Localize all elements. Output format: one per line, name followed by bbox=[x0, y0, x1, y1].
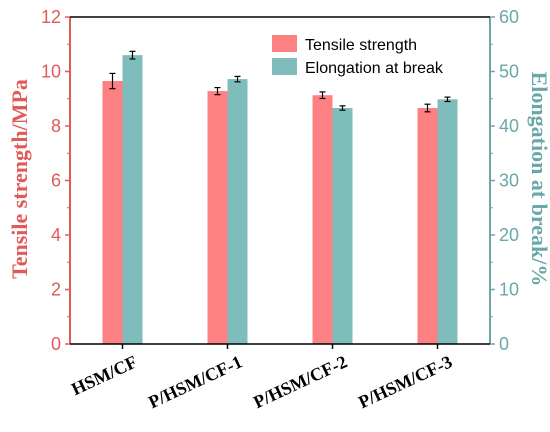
y-left-tick-label-10: 10 bbox=[41, 62, 61, 82]
y-left-tick-label-4: 4 bbox=[51, 225, 61, 245]
bar-elongation-at-break-p-hsm-cf-1 bbox=[227, 79, 248, 344]
x-tick-label-hsm-cf: HSM/CF bbox=[68, 351, 140, 399]
legend-label-tensile-strength: Tensile strength bbox=[305, 37, 417, 54]
y-left-tick-label-6: 6 bbox=[51, 171, 61, 191]
y-right-tick-label-20: 20 bbox=[499, 225, 519, 245]
legend-label-elongation-at-break: Elongation at break bbox=[305, 60, 444, 77]
bar-elongation-at-break-p-hsm-cf-2 bbox=[332, 108, 353, 344]
axes-layer bbox=[65, 16, 495, 349]
legend-swatch-tensile-strength bbox=[272, 35, 297, 52]
y-right-tick-label-40: 40 bbox=[499, 116, 519, 136]
bar-tensile-strength-p-hsm-cf-1 bbox=[207, 91, 228, 345]
bar-elongation-at-break-hsm-cf bbox=[122, 55, 143, 345]
bar-elongation-at-break-p-hsm-cf-3 bbox=[437, 99, 458, 344]
y-right-tick-label-30: 30 bbox=[499, 171, 519, 191]
y-left-tick-label-0: 0 bbox=[51, 334, 61, 354]
bar-tensile-strength-hsm-cf bbox=[102, 81, 123, 344]
y-left-tick-label-8: 8 bbox=[51, 116, 61, 136]
x-tick-label-p-hsm-cf-3: P/HSM/CF-3 bbox=[355, 351, 455, 412]
error-bars-layer bbox=[109, 50, 451, 113]
x-tick-label-p-hsm-cf-1: P/HSM/CF-1 bbox=[145, 351, 245, 412]
y-axis-right-title: Elongation at break/% bbox=[527, 72, 550, 287]
y-left-tick-label-12: 12 bbox=[41, 7, 61, 27]
y-right-tick-label-10: 10 bbox=[499, 280, 519, 300]
legend: Tensile strength Elongation at break bbox=[272, 35, 444, 77]
bar-tensile-strength-p-hsm-cf-3 bbox=[417, 108, 438, 344]
y-left-tick-label-2: 2 bbox=[51, 280, 61, 300]
bar-tensile-strength-p-hsm-cf-2 bbox=[312, 95, 333, 345]
y-right-tick-label-60: 60 bbox=[499, 7, 519, 27]
y-right-tick-label-50: 50 bbox=[499, 62, 519, 82]
bars-layer bbox=[102, 55, 458, 345]
legend-swatch-elongation-at-break bbox=[272, 58, 297, 75]
y-axis-left-title: Tensile strength/MPa bbox=[7, 79, 32, 279]
y-right-tick-label-0: 0 bbox=[499, 334, 509, 354]
x-tick-label-p-hsm-cf-2: P/HSM/CF-2 bbox=[250, 351, 350, 412]
